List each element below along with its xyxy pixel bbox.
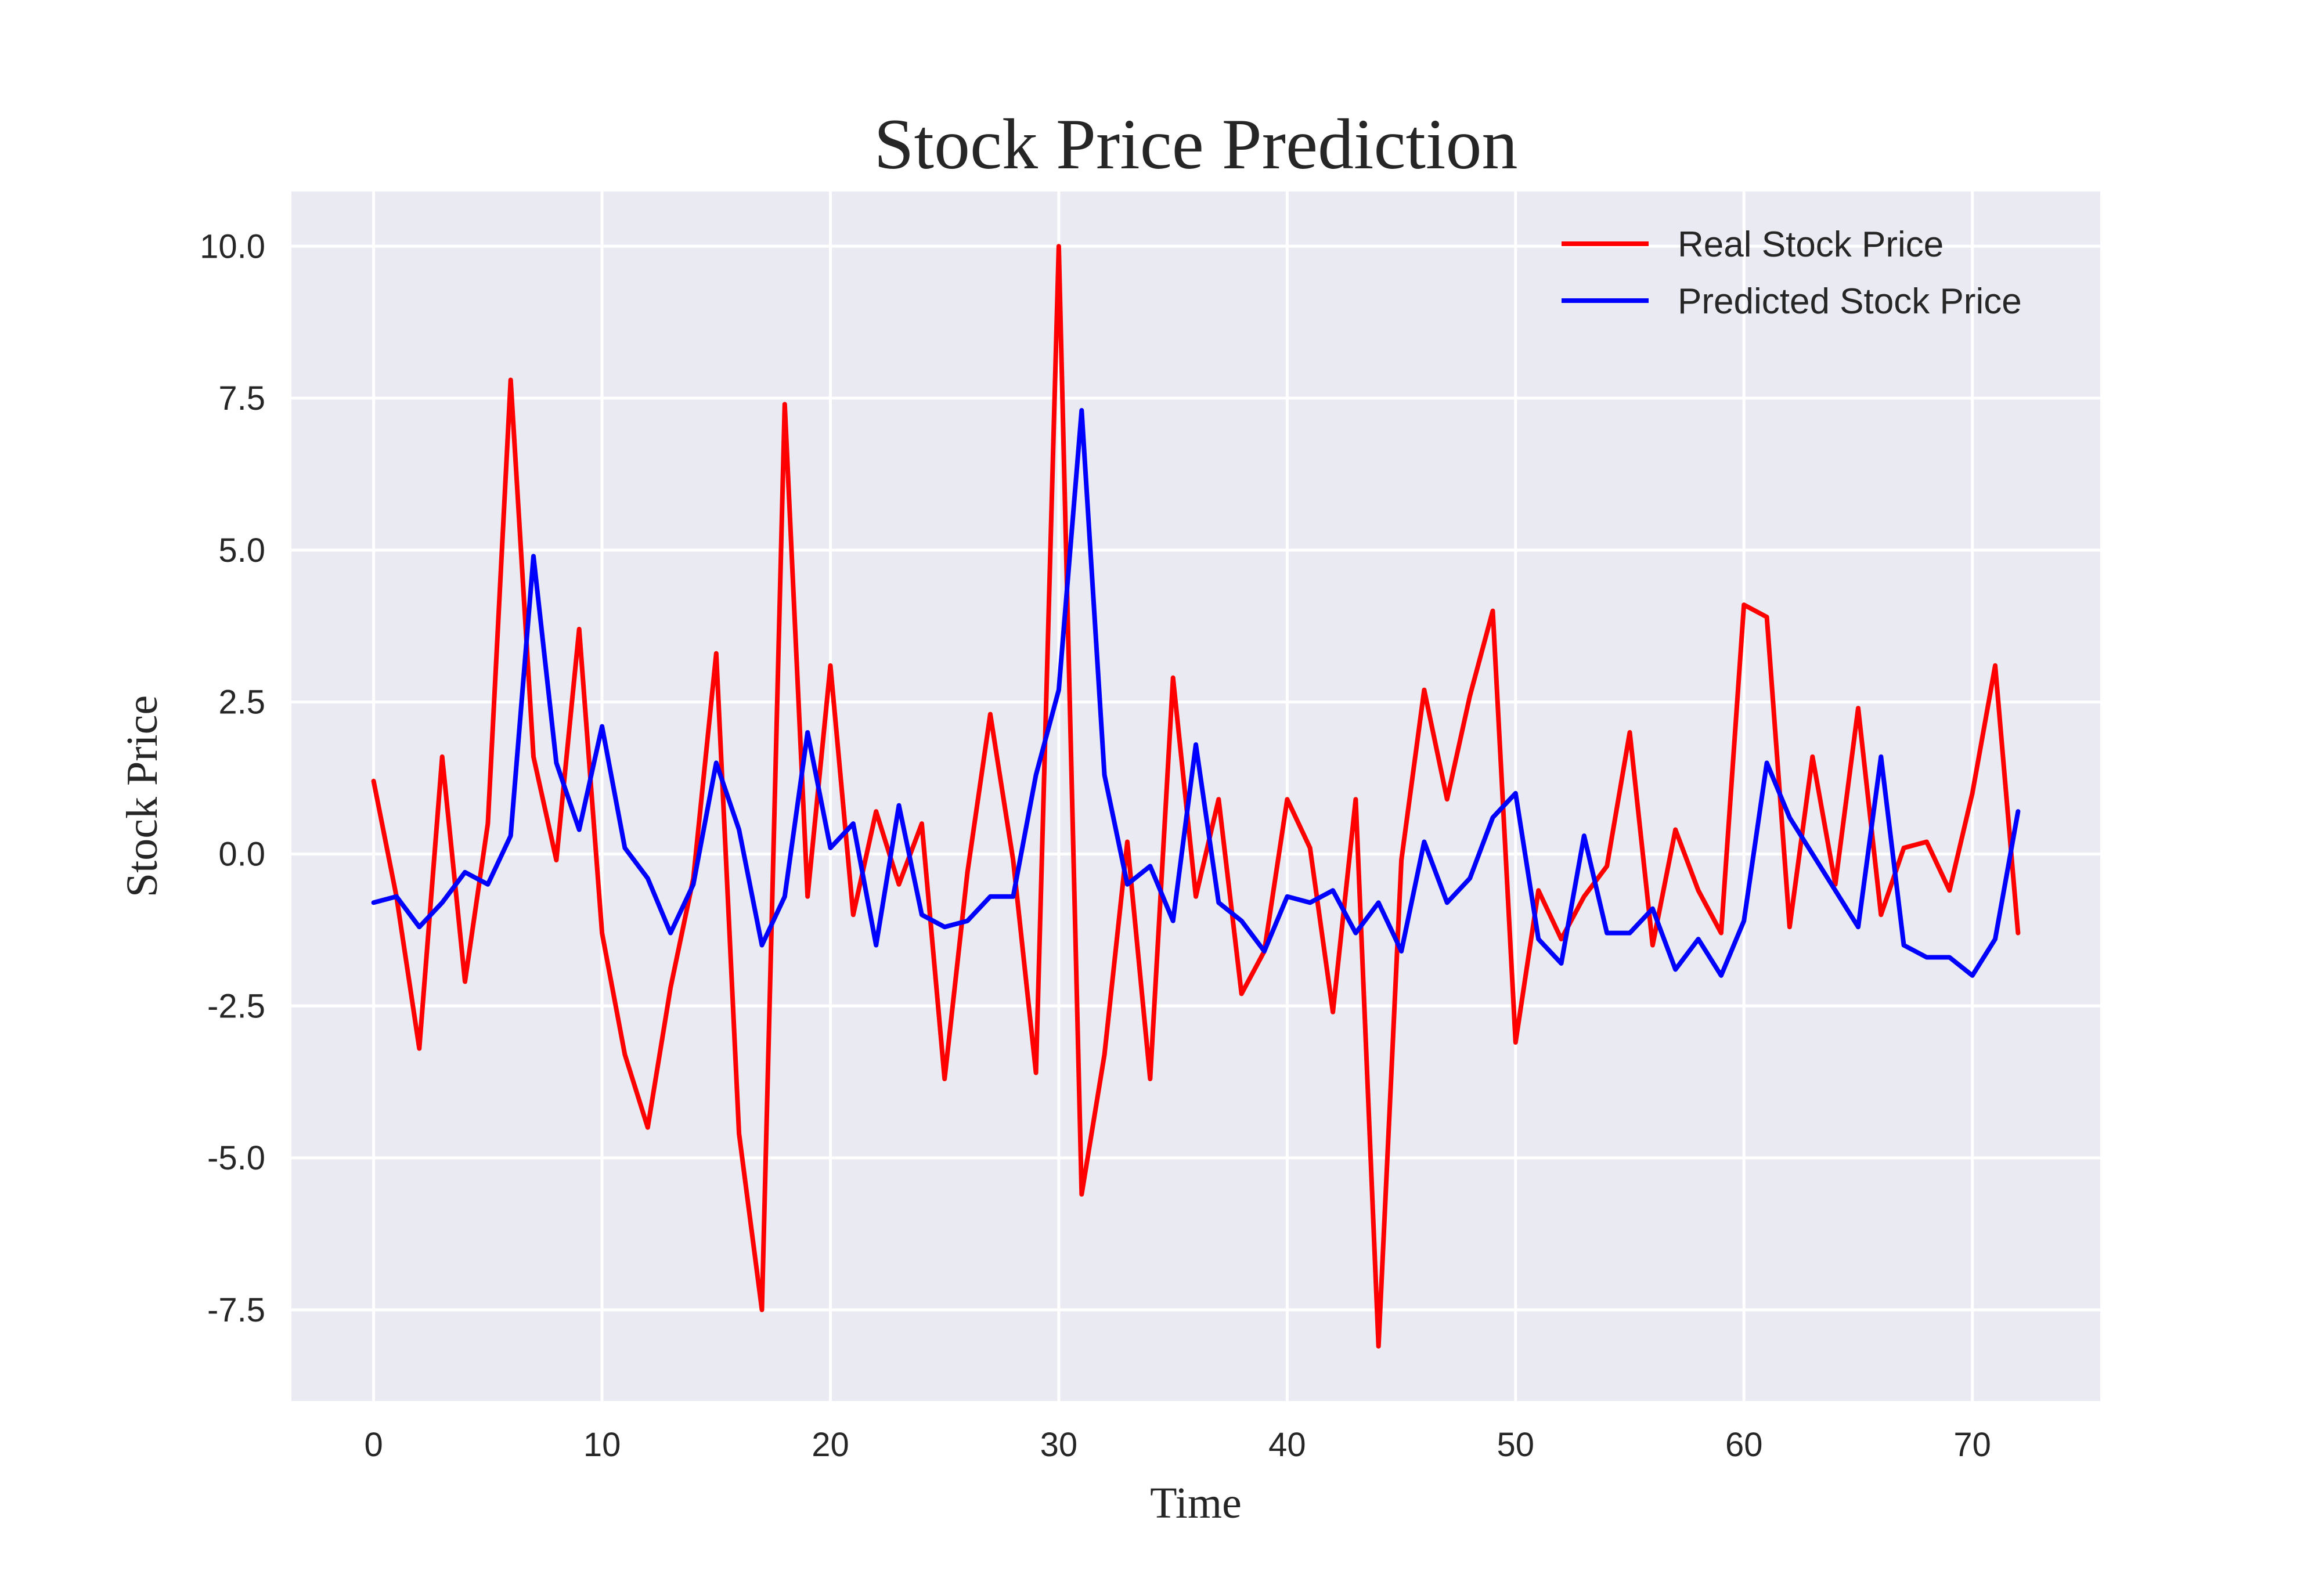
y-tick-label: -7.5 [207,1291,265,1329]
x-tick-label: 30 [1040,1426,1078,1464]
x-tick-label: 10 [583,1426,621,1464]
y-tick-label: 7.5 [218,380,265,417]
y-tick-label: -2.5 [207,987,265,1025]
y-tick-label: -5.0 [207,1139,265,1177]
y-tick-label: 5.0 [218,532,265,569]
x-tick-label: 60 [1725,1426,1763,1464]
y-tick-labels: -7.5 -5.0 -2.5 0.0 2.5 5.0 7.5 10.0 [200,228,265,1329]
y-tick-label: 2.5 [218,684,265,721]
x-tick-labels: 0 10 20 30 40 50 60 70 [365,1426,1991,1464]
legend-label-real: Real Stock Price [1678,225,1944,265]
series-lines [371,244,2021,1349]
legend-label-predicted: Predicted Stock Price [1678,281,2022,322]
x-tick-label: 20 [812,1426,849,1464]
x-tick-label: 0 [365,1426,383,1464]
x-axis-label: Time [1150,1479,1242,1528]
y-tick-label: 0.0 [218,835,265,873]
chart-title: Stock Price Prediction [874,104,1518,184]
x-tick-label: 50 [1497,1426,1535,1464]
legend: Real Stock Price Predicted Stock Price [1562,225,2022,322]
y-tick-label: 10.0 [200,228,265,265]
x-tick-label: 70 [1953,1426,1991,1464]
series-line-predicted [371,408,2021,978]
y-axis-label: Stock Price [118,695,167,897]
series-line-real [371,244,2021,1349]
x-tick-label: 40 [1268,1426,1306,1464]
y-gridlines [291,244,2100,1312]
